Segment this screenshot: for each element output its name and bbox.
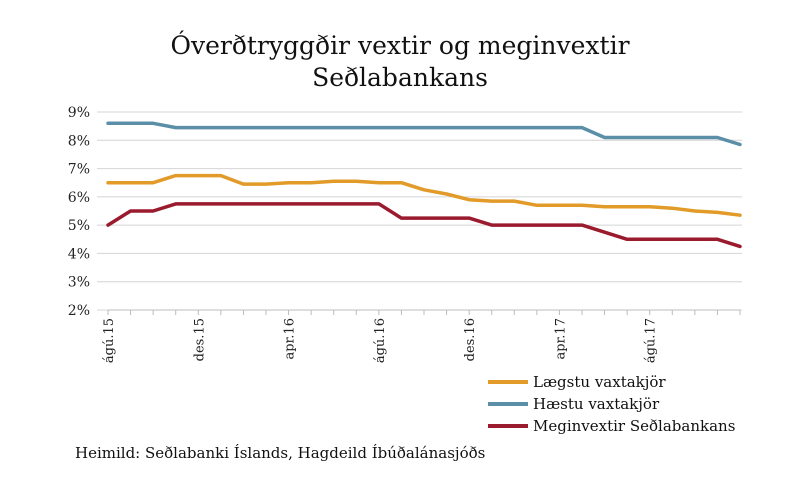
x-tick-label: ágú.17 [644, 318, 659, 363]
legend-label: Lægstu vaxtakjör [533, 373, 666, 391]
y-tick-label: 7% [68, 162, 90, 178]
legend-label: Meginvextir Seðlabankans [533, 417, 735, 435]
series-line [106, 202, 742, 249]
gridlines [97, 111, 742, 311]
series-line [106, 173, 742, 217]
x-tick-label: apr.16 [283, 318, 298, 360]
y-tick-label: 4% [68, 246, 90, 262]
y-tick-label: 6% [68, 190, 90, 206]
chart-title-line-2: Seðlabankans [312, 63, 488, 92]
series-line [106, 121, 742, 147]
legend-label: Hæstu vaxtakjör [533, 395, 660, 413]
y-tick-label: 9% [68, 105, 90, 121]
y-tick-label: 3% [68, 275, 90, 291]
x-tick-label: ágú.15 [102, 318, 117, 363]
chart-title: Óverðtryggðir vextir og meginvextir Seðl… [0, 30, 800, 94]
legend: Lægstu vaxtakjör Hæstu vaxtakjör Meginvext… [488, 373, 735, 435]
x-tick-label: des.16 [463, 318, 478, 361]
y-tick-label: 8% [68, 133, 90, 149]
series-lines [106, 121, 742, 249]
chart-title-line-1: Óverðtryggðir vextir og meginvextir [170, 31, 630, 60]
y-tick-label: 5% [68, 218, 90, 234]
axes: 2% 3% 4% 5% 6% 7% 8% 9% ágú.15 des.15 apr.16 ágú.16… [68, 105, 741, 363]
x-tick-label: des.15 [192, 318, 207, 361]
x-tick-label: ágú.16 [373, 318, 388, 363]
chart-source-note: Heimild: Seðlabanki Íslands, Hagdeild Íb… [75, 444, 486, 462]
y-tick-label: 2% [68, 303, 90, 319]
x-tick-label: apr.17 [553, 318, 568, 360]
